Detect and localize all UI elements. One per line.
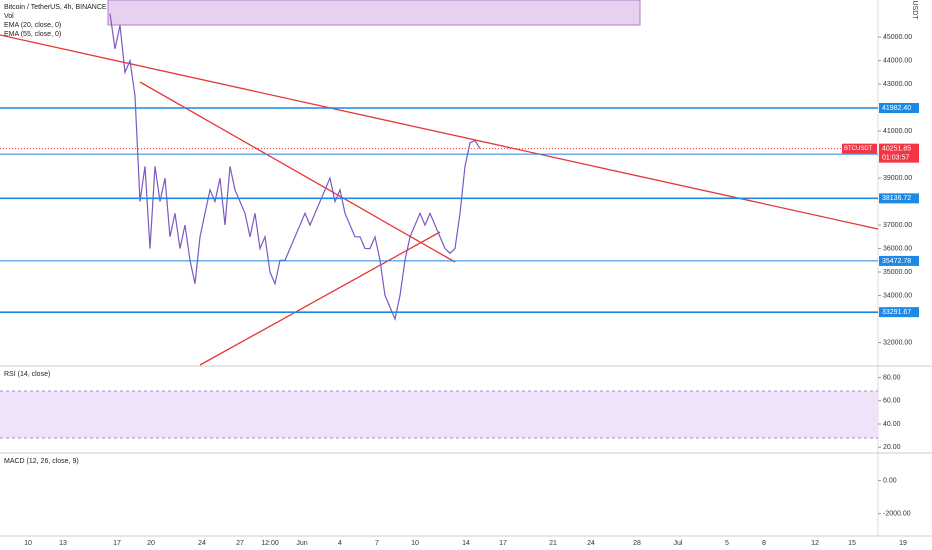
y-tick-label: 32000.00 xyxy=(883,339,912,346)
y-tick-label: 0.00 xyxy=(883,477,897,484)
y-tick-label: 35000.00 xyxy=(883,269,912,276)
trend-line xyxy=(199,231,441,366)
x-tick-label: 12 xyxy=(811,540,819,547)
symbol-title: Bitcoin / TetherUS, 4h, BINANCE xyxy=(4,4,107,11)
trend-line xyxy=(0,34,879,230)
y-tick-label: 34000.00 xyxy=(883,292,912,299)
rsi-band xyxy=(0,391,878,438)
level-label: 38136.72 xyxy=(882,195,911,202)
legend-item: EMA (20, close, 0) xyxy=(4,22,61,29)
y-tick-label: -2000.00 xyxy=(883,511,911,518)
level-label: 41982.40 xyxy=(882,105,911,112)
level-tag xyxy=(879,307,919,318)
countdown-label: 01:03:57 xyxy=(882,155,909,162)
zone-box xyxy=(107,0,641,26)
x-tick-label: Jul xyxy=(674,540,683,547)
current-price-label: 40251.85 xyxy=(882,146,911,153)
y-tick-label: 44000.00 xyxy=(883,57,912,64)
axis-unit: USDT xyxy=(911,0,918,20)
price-line xyxy=(109,13,481,321)
x-tick-label: 10 xyxy=(24,540,32,547)
y-tick-label: 43000.00 xyxy=(883,81,912,88)
x-tick-label: 28 xyxy=(633,540,641,547)
x-tick-label: 10 xyxy=(411,540,419,547)
y-tick-label: 36000.00 xyxy=(883,245,912,252)
rsi-title: RSI (14, close) xyxy=(4,371,50,378)
level-tag xyxy=(879,193,919,204)
macd-title: MACD (12, 26, close, 9) xyxy=(4,458,79,465)
y-tick-label: 39000.00 xyxy=(883,175,912,182)
y-tick-label: 40.00 xyxy=(883,421,901,428)
x-tick-label: 27 xyxy=(236,540,244,547)
level-label: 33291.67 xyxy=(882,309,911,316)
y-tick-label: 20.00 xyxy=(883,444,901,451)
y-tick-label: 37000.00 xyxy=(883,222,912,229)
x-tick-label: 13 xyxy=(59,540,67,547)
x-tick-label: 14 xyxy=(462,540,470,547)
x-tick-label: 7 xyxy=(375,540,379,547)
x-tick-label: 12:00 xyxy=(261,540,279,547)
current-tag xyxy=(879,143,919,163)
x-tick-label: Jun xyxy=(296,540,307,547)
legend-item: Vol xyxy=(4,13,14,20)
x-tick-label: 21 xyxy=(549,540,557,547)
x-tick-label: 15 xyxy=(848,540,856,547)
symbol-label: BTCUSDT xyxy=(844,146,873,152)
legend-item: EMA (55, close, 0) xyxy=(4,31,61,38)
x-tick-label: 19 xyxy=(899,540,907,547)
trend-line xyxy=(139,81,456,263)
x-tick-label: 17 xyxy=(499,540,507,547)
x-tick-label: 4 xyxy=(338,540,342,547)
x-tick-label: 8 xyxy=(762,540,766,547)
y-tick-label: 41000.00 xyxy=(883,128,912,135)
y-tick-label: 45000.00 xyxy=(883,34,912,41)
x-tick-label: 24 xyxy=(198,540,206,547)
level-label: 35472.78 xyxy=(882,258,911,265)
x-tick-label: 20 xyxy=(147,540,155,547)
x-tick-label: 24 xyxy=(587,540,595,547)
symbol-tag xyxy=(842,143,877,154)
y-tick-label: 60.00 xyxy=(883,398,901,405)
x-tick-label: 17 xyxy=(113,540,121,547)
y-tick-label: 80.00 xyxy=(883,374,901,381)
level-tag xyxy=(879,255,919,266)
x-tick-label: 5 xyxy=(725,540,729,547)
level-tag xyxy=(879,103,919,114)
